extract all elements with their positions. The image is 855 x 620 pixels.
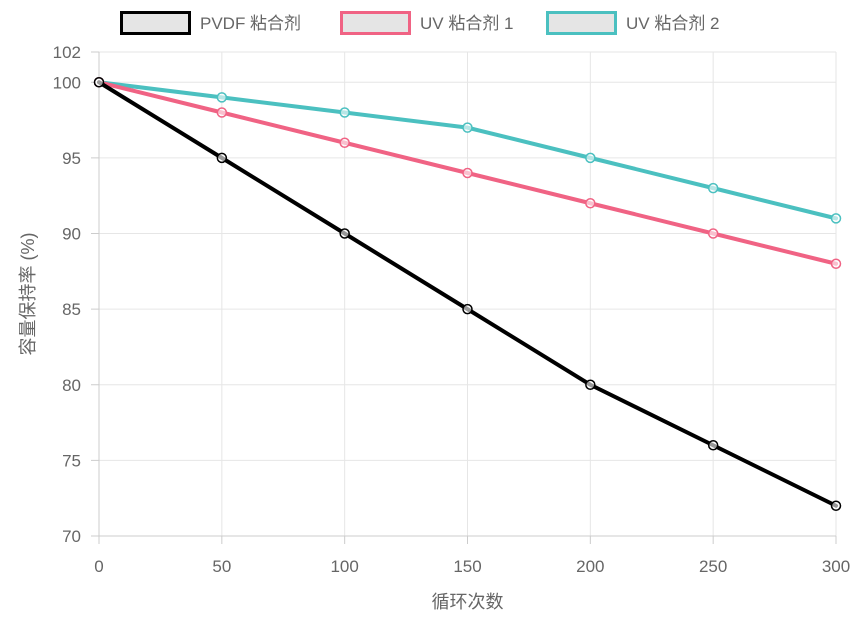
series-1-point[interactable]: [707, 440, 719, 451]
series-1: [93, 77, 842, 511]
y-tick-label: 90: [62, 225, 81, 244]
x-tick-label: 0: [94, 557, 103, 576]
x-tick-labels: 0 50 100 150 200 250 300: [94, 557, 850, 576]
series-1-point[interactable]: [216, 152, 228, 164]
y-tick-label: 70: [62, 527, 81, 546]
series-1-point[interactable]: [585, 379, 596, 390]
series-2-point[interactable]: [462, 167, 473, 179]
series-2-point[interactable]: [339, 137, 350, 148]
x-tick-label: 250: [699, 557, 727, 576]
x-tick-label: 100: [330, 557, 358, 576]
series-2-point[interactable]: [830, 258, 842, 269]
series-3-point[interactable]: [339, 107, 350, 118]
y-tick-label: 102: [53, 43, 81, 62]
x-tick-label: 50: [212, 557, 231, 576]
series-3-point[interactable]: [830, 213, 842, 224]
legend-item-2[interactable]: UV 粘合剂 1: [340, 11, 514, 35]
series-3-point[interactable]: [216, 92, 228, 103]
legend-item-3[interactable]: UV 粘合剂 2: [546, 11, 720, 35]
legend-label: UV 粘合剂 2: [626, 14, 720, 33]
series-1-point[interactable]: [830, 500, 842, 511]
y-tick-label: 100: [53, 73, 81, 92]
x-tick-label: 150: [453, 557, 481, 576]
y-tick-label: 80: [62, 376, 81, 395]
y-tick-labels: 70 75 80 85 90 95 100 102: [53, 43, 81, 546]
legend-item-1[interactable]: PVDF 粘合剂: [120, 11, 302, 35]
series-3: [93, 77, 842, 224]
series-1-point[interactable]: [462, 303, 473, 315]
series-2: [93, 77, 842, 269]
y-axis-title: 容量保持率 (%): [18, 233, 38, 356]
series-2-point[interactable]: [707, 228, 719, 239]
y-tick-label: 75: [62, 451, 81, 470]
series-2-point[interactable]: [216, 107, 228, 118]
legend-label: UV 粘合剂 1: [420, 14, 514, 33]
series-3-point[interactable]: [462, 122, 473, 133]
series-1-point[interactable]: [93, 77, 105, 88]
legend-swatch: [120, 11, 191, 35]
x-tick-label: 200: [576, 557, 604, 576]
x-tick-label: 300: [822, 557, 850, 576]
legend-swatch: [340, 11, 411, 35]
legend-swatch: [546, 11, 617, 35]
series-3-point[interactable]: [585, 152, 596, 164]
series-1-point[interactable]: [339, 228, 350, 239]
series-2-point[interactable]: [585, 198, 596, 209]
x-axis-title: 循环次数: [432, 592, 504, 612]
legend-label: PVDF 粘合剂: [200, 14, 301, 33]
series-group: [93, 77, 842, 511]
axes: [91, 51, 837, 544]
series-3-point[interactable]: [707, 182, 719, 194]
legend[interactable]: PVDF 粘合剂 UV 粘合剂 1 UV 粘合剂 2: [120, 11, 720, 35]
y-tick-label: 85: [62, 300, 81, 319]
y-tick-label: 95: [62, 149, 81, 168]
